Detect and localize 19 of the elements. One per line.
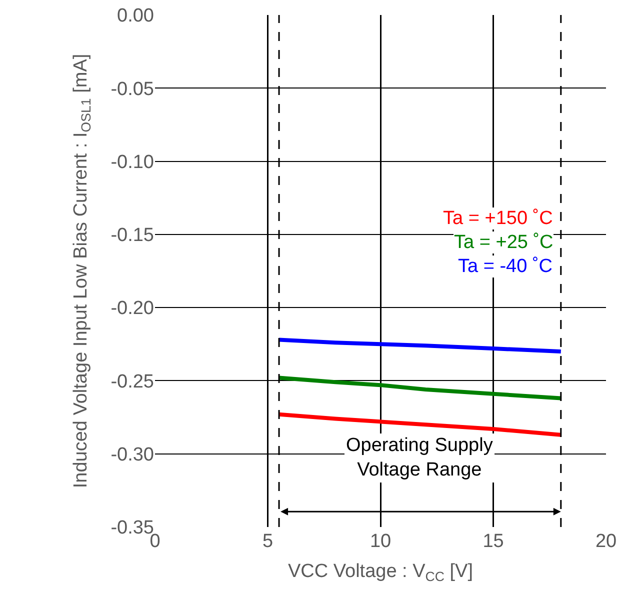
- y-tick-label: -0.15: [110, 225, 154, 246]
- text: Ta = +150 ˚C: [443, 208, 553, 229]
- x-tick-label: 5: [262, 531, 274, 552]
- y-tick-label: -0.10: [110, 152, 154, 173]
- y-tick-label: -0.05: [110, 78, 154, 100]
- line-series: [277, 376, 563, 400]
- text: Ta = +25 ˚C: [454, 232, 554, 253]
- x-tick-label: 10: [370, 531, 392, 552]
- x-axis-title: VCC Voltage : V$_{CC}$ [V]: [288, 560, 474, 584]
- y-tick-label: -0.30: [110, 444, 154, 466]
- x-tick-label: 20: [595, 531, 617, 552]
- line-series: [277, 338, 563, 354]
- text: Ta = -40 ˚C: [458, 256, 553, 277]
- line-series: [277, 412, 563, 437]
- y-tick-label: -0.20: [110, 298, 154, 320]
- y-tick-label: -0.25: [110, 371, 154, 392]
- x-tick-label: 15: [482, 531, 504, 552]
- y-tick-label: 0.00: [117, 6, 154, 27]
- annotation: Operating Supply Voltage Range: [346, 435, 494, 481]
